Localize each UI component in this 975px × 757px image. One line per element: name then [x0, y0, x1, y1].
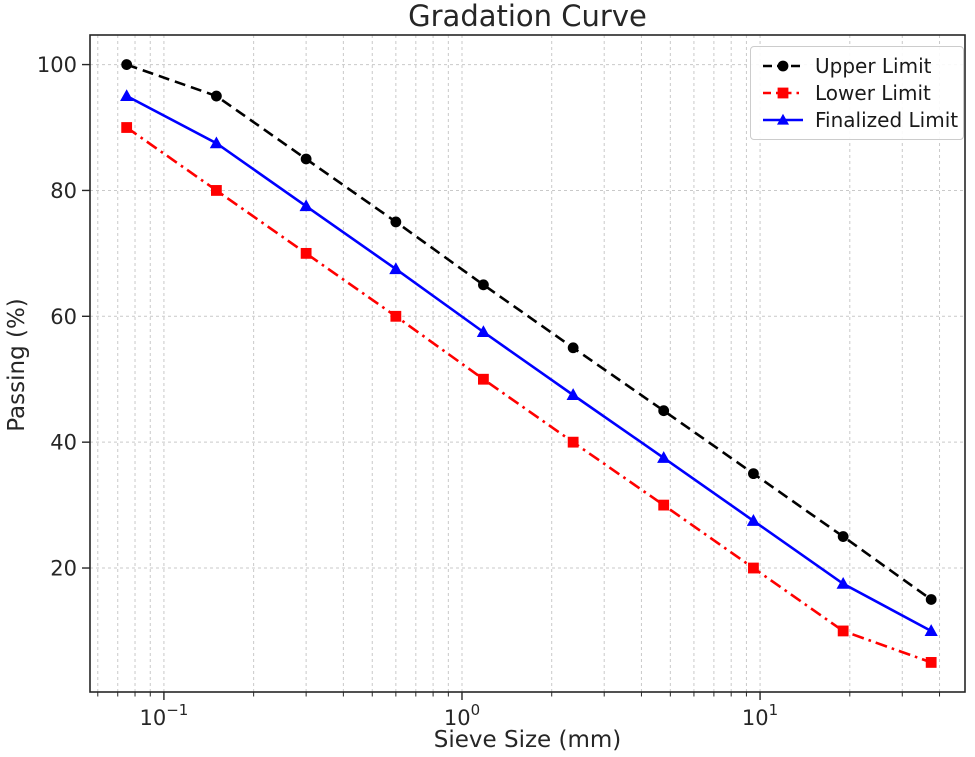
marker-lower-limit	[478, 373, 489, 385]
legend: Upper Limit Lower Limit Finalized Limit	[750, 46, 964, 140]
ticks: 10−1 100 101 20 40 60 80 100	[37, 53, 941, 730]
series-line-upper-limit	[126, 63, 932, 601]
x-tick-label: 101	[742, 701, 778, 730]
y-tick-label: 20	[50, 557, 77, 581]
marker-lower-limit	[567, 436, 579, 448]
x-axis-label: Sieve Size (mm)	[433, 727, 622, 753]
y-tick-label: 100	[37, 53, 77, 77]
legend-label: Finalized Limit	[815, 108, 959, 132]
legend-line-sample-finalized-limit	[763, 113, 803, 125]
marker-finalized-limit	[836, 576, 850, 589]
marker-upper-limit	[925, 594, 937, 605]
y-tick-label: 80	[50, 179, 77, 203]
marker-finalized-limit	[924, 624, 938, 636]
marker-lower-limit	[300, 247, 312, 259]
marker-finalized-limit	[657, 451, 671, 463]
series-line-lower-limit	[125, 126, 932, 664]
y-tick-label: 60	[50, 305, 77, 329]
chart-title: Gradation Curve	[408, 0, 647, 33]
marker-upper-limit	[748, 468, 759, 480]
series-lower-limit	[121, 122, 937, 668]
x-tick-label: 10−1	[139, 701, 188, 730]
legend-label: Upper Limit	[815, 54, 932, 78]
marker-lower-limit	[210, 185, 222, 196]
marker-upper-limit	[390, 216, 402, 228]
series-finalized-limit	[120, 89, 938, 636]
marker-upper-limit	[210, 90, 222, 102]
legend-sample-marker	[777, 87, 789, 99]
series-upper-limit	[121, 59, 937, 605]
legend-line-sample-upper-limit	[763, 60, 803, 72]
marker-finalized-limit	[476, 325, 491, 338]
marker-lower-limit	[658, 499, 670, 511]
marker-lower-limit	[121, 122, 133, 133]
legend-label: Lower Limit	[815, 81, 931, 105]
marker-upper-limit	[837, 531, 849, 542]
y-axis-label: Passing (%)	[4, 298, 30, 432]
marker-lower-limit	[390, 310, 402, 322]
series-line-finalized-limit	[126, 94, 932, 633]
legend-row: Finalized Limit	[761, 107, 959, 133]
legend-row: Upper Limit	[761, 53, 955, 79]
marker-finalized-limit	[389, 262, 403, 275]
legend-row: Lower Limit	[761, 80, 955, 106]
marker-lower-limit	[925, 657, 937, 668]
marker-upper-limit	[478, 279, 489, 291]
marker-finalized-limit	[299, 199, 313, 212]
legend-sample-marker	[777, 60, 789, 72]
marker-upper-limit	[300, 153, 312, 165]
marker-finalized-limit	[566, 388, 580, 400]
x-tick-label: 100	[444, 701, 480, 730]
legend-sample-marker	[777, 113, 789, 125]
marker-lower-limit	[837, 625, 849, 637]
legend-line-sample-lower-limit	[763, 87, 803, 99]
marker-finalized-limit	[120, 89, 134, 102]
axes-spines	[89, 34, 966, 693]
marker-upper-limit	[658, 405, 670, 417]
marker-upper-limit	[121, 59, 133, 70]
marker-lower-limit	[748, 562, 759, 574]
y-tick-label: 40	[50, 431, 77, 455]
marker-finalized-limit	[209, 136, 223, 149]
marker-upper-limit	[567, 342, 579, 354]
marker-finalized-limit	[746, 514, 761, 526]
